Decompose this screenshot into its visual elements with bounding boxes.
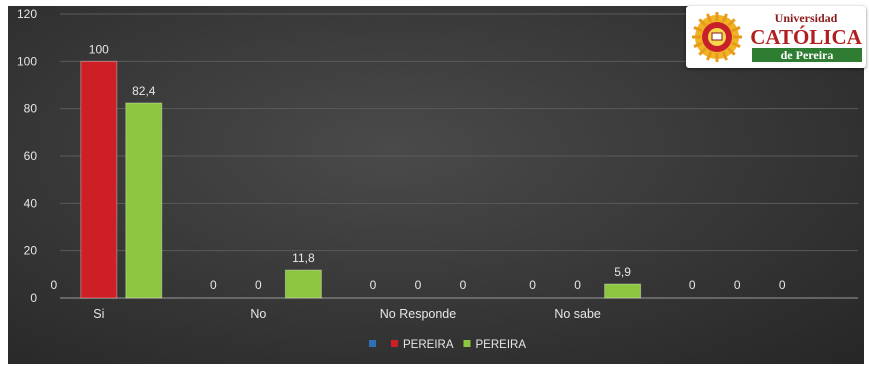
y-tick-label: 100 <box>17 54 37 68</box>
data-label: 0 <box>415 278 422 292</box>
data-label: 0 <box>460 278 467 292</box>
bars <box>80 60 642 299</box>
logo-line-2: CATÓLICA <box>750 25 862 49</box>
data-label: 0 <box>529 278 536 292</box>
data-label: 0 <box>50 278 57 292</box>
bar-green <box>604 283 642 299</box>
data-label: 0 <box>574 278 581 292</box>
university-logo: Universidad CATÓLICA de Pereira <box>686 6 866 68</box>
data-label: 100 <box>89 42 109 56</box>
legend-swatch <box>391 340 398 347</box>
bar-red <box>80 60 118 299</box>
y-axis-ticks: 0 20 40 60 80 100 120 <box>17 7 37 305</box>
data-label: 0 <box>734 278 741 292</box>
legend-label: PEREIRA <box>403 339 454 351</box>
category-label: No <box>250 307 266 321</box>
y-tick-label: 120 <box>17 7 37 21</box>
data-label: 0 <box>210 278 217 292</box>
y-tick-label: 40 <box>24 196 38 210</box>
legend-swatch <box>369 340 376 347</box>
data-label: 82,4 <box>132 84 156 98</box>
data-label: 0 <box>255 278 262 292</box>
data-label: 11,8 <box>292 251 315 265</box>
data-labels: 0 100 82,4 0 0 11,8 0 0 0 0 0 5,9 0 0 0 <box>50 42 785 292</box>
category-labels: Si No No Responde No sabe <box>93 307 601 321</box>
category-label: Si <box>93 307 104 321</box>
y-tick-label: 20 <box>24 244 38 258</box>
logo-line-1: Universidad <box>775 11 838 25</box>
logo-line-3: de Pereira <box>781 48 834 62</box>
data-label: 0 <box>779 278 786 292</box>
category-label: No sabe <box>554 307 601 321</box>
category-label: No Responde <box>380 307 456 321</box>
y-tick-label: 0 <box>30 291 37 305</box>
legend-label: PEREIRA <box>476 339 527 351</box>
legend-swatch <box>463 340 471 347</box>
data-label: 0 <box>370 278 377 292</box>
legend: PEREIRA PEREIRA <box>369 339 526 351</box>
logo-graphic: Universidad CATÓLICA de Pereira <box>692 11 863 62</box>
bar-green <box>284 269 322 299</box>
data-label: 0 <box>689 278 696 292</box>
sun-seal-icon <box>692 12 742 62</box>
y-tick-label: 60 <box>24 149 38 163</box>
data-label: 5,9 <box>614 265 631 279</box>
y-tick-label: 80 <box>24 102 38 116</box>
bar-green <box>125 102 163 299</box>
